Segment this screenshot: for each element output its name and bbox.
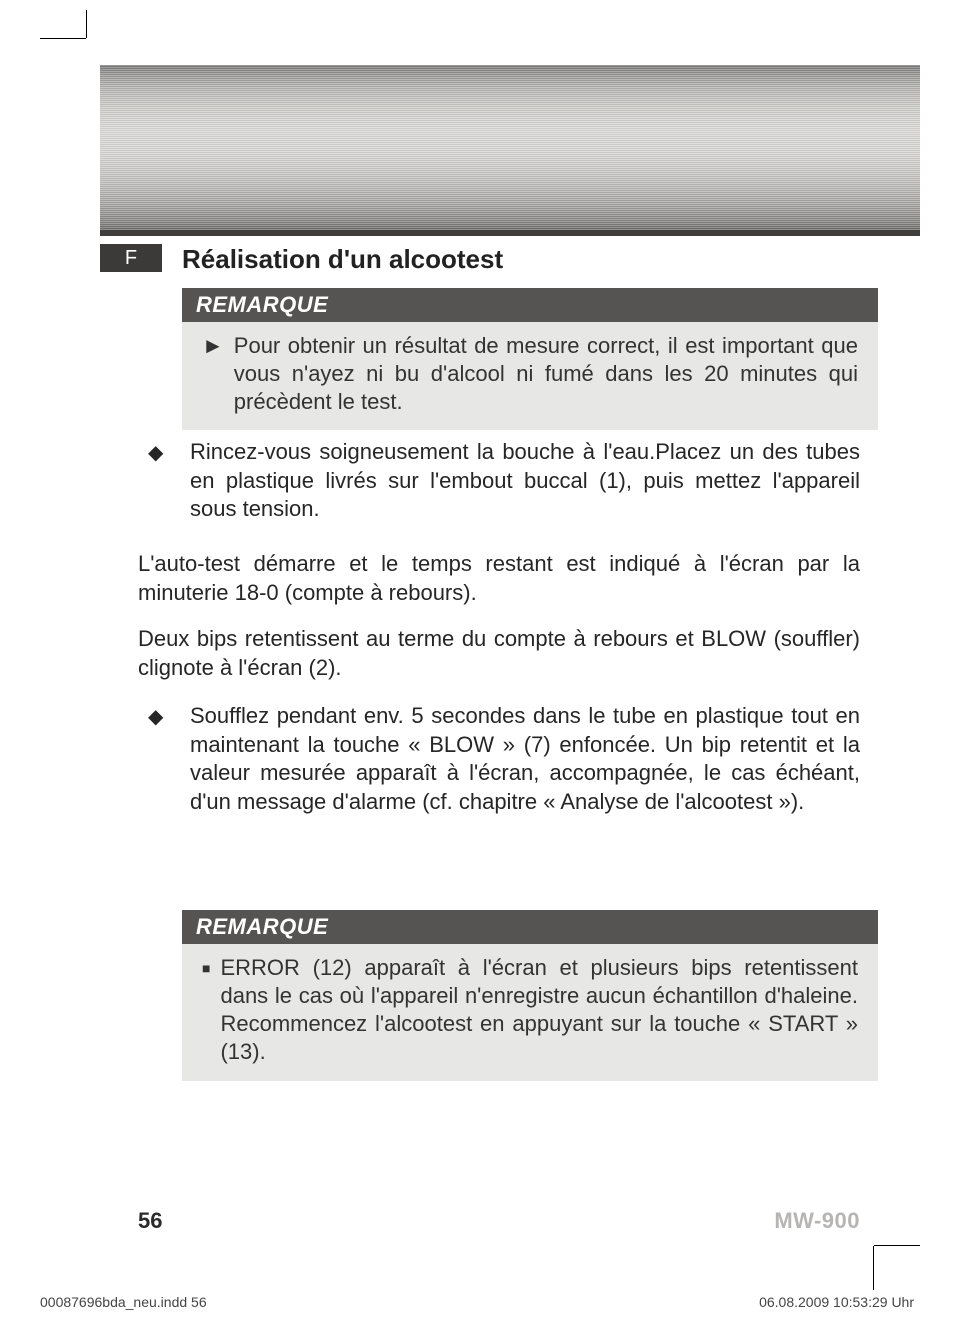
note-body: ■ ERROR (12) apparaît à l'écran et plusi… (182, 944, 878, 1081)
header-bottom-bar (100, 230, 920, 236)
header-lines (100, 65, 920, 230)
page: F Réalisation d'un alcootest REMARQUE ► … (40, 10, 920, 1290)
step-list: ◆ Rincez-vous soigneusement la bouche à … (138, 438, 860, 524)
page-footer: 56 MW-900 (138, 1208, 860, 1234)
square-bullet-icon: ■ (202, 954, 210, 1067)
note-header: REMARQUE (182, 288, 878, 322)
step-text: Rincez-vous soigneusement la bouche à l'… (190, 438, 860, 524)
crop-mark (40, 38, 86, 39)
crop-mark (86, 10, 87, 38)
triangle-bullet-icon: ► (202, 332, 224, 416)
step-text: Soufflez pendant env. 5 secondes dans le… (190, 702, 860, 816)
crop-mark (874, 1245, 920, 1246)
paragraph: L'auto-test démarre et le temps restant … (138, 550, 860, 607)
print-timestamp: 06.08.2009 10:53:29 Uhr (759, 1294, 914, 1310)
page-number: 56 (138, 1208, 162, 1234)
note-box: REMARQUE ■ ERROR (12) apparaît à l'écran… (182, 910, 878, 1081)
diamond-bullet-icon: ◆ (138, 702, 190, 816)
model-name: MW-900 (774, 1208, 860, 1234)
note-box: REMARQUE ► Pour obtenir un résultat de m… (182, 288, 878, 430)
note-text: ERROR (12) apparaît à l'écran et plusieu… (220, 954, 858, 1067)
print-footer: 00087696bda_neu.indd 56 06.08.2009 10:53… (40, 1294, 914, 1310)
step-list: ◆ Soufflez pendant env. 5 secondes dans … (138, 702, 860, 816)
note-body: ► Pour obtenir un résultat de mesure cor… (182, 322, 878, 430)
section-title: Réalisation d'un alcootest (182, 244, 503, 275)
diamond-bullet-icon: ◆ (138, 438, 190, 524)
body-block: ◆ Rincez-vous soigneusement la bouche à … (138, 438, 860, 542)
language-badge: F (100, 244, 162, 272)
header-band (100, 65, 920, 230)
step-item: ◆ Rincez-vous soigneusement la bouche à … (138, 438, 860, 524)
paragraph: Deux bips retentissent au terme du compt… (138, 625, 860, 682)
crop-mark (873, 1246, 874, 1290)
note-header: REMARQUE (182, 910, 878, 944)
print-file: 00087696bda_neu.indd 56 (40, 1294, 207, 1310)
body-block: L'auto-test démarre et le temps restant … (138, 550, 860, 700)
body-block: ◆ Soufflez pendant env. 5 secondes dans … (138, 702, 860, 834)
note-text: Pour obtenir un résultat de mesure corre… (234, 332, 858, 416)
step-item: ◆ Soufflez pendant env. 5 secondes dans … (138, 702, 860, 816)
